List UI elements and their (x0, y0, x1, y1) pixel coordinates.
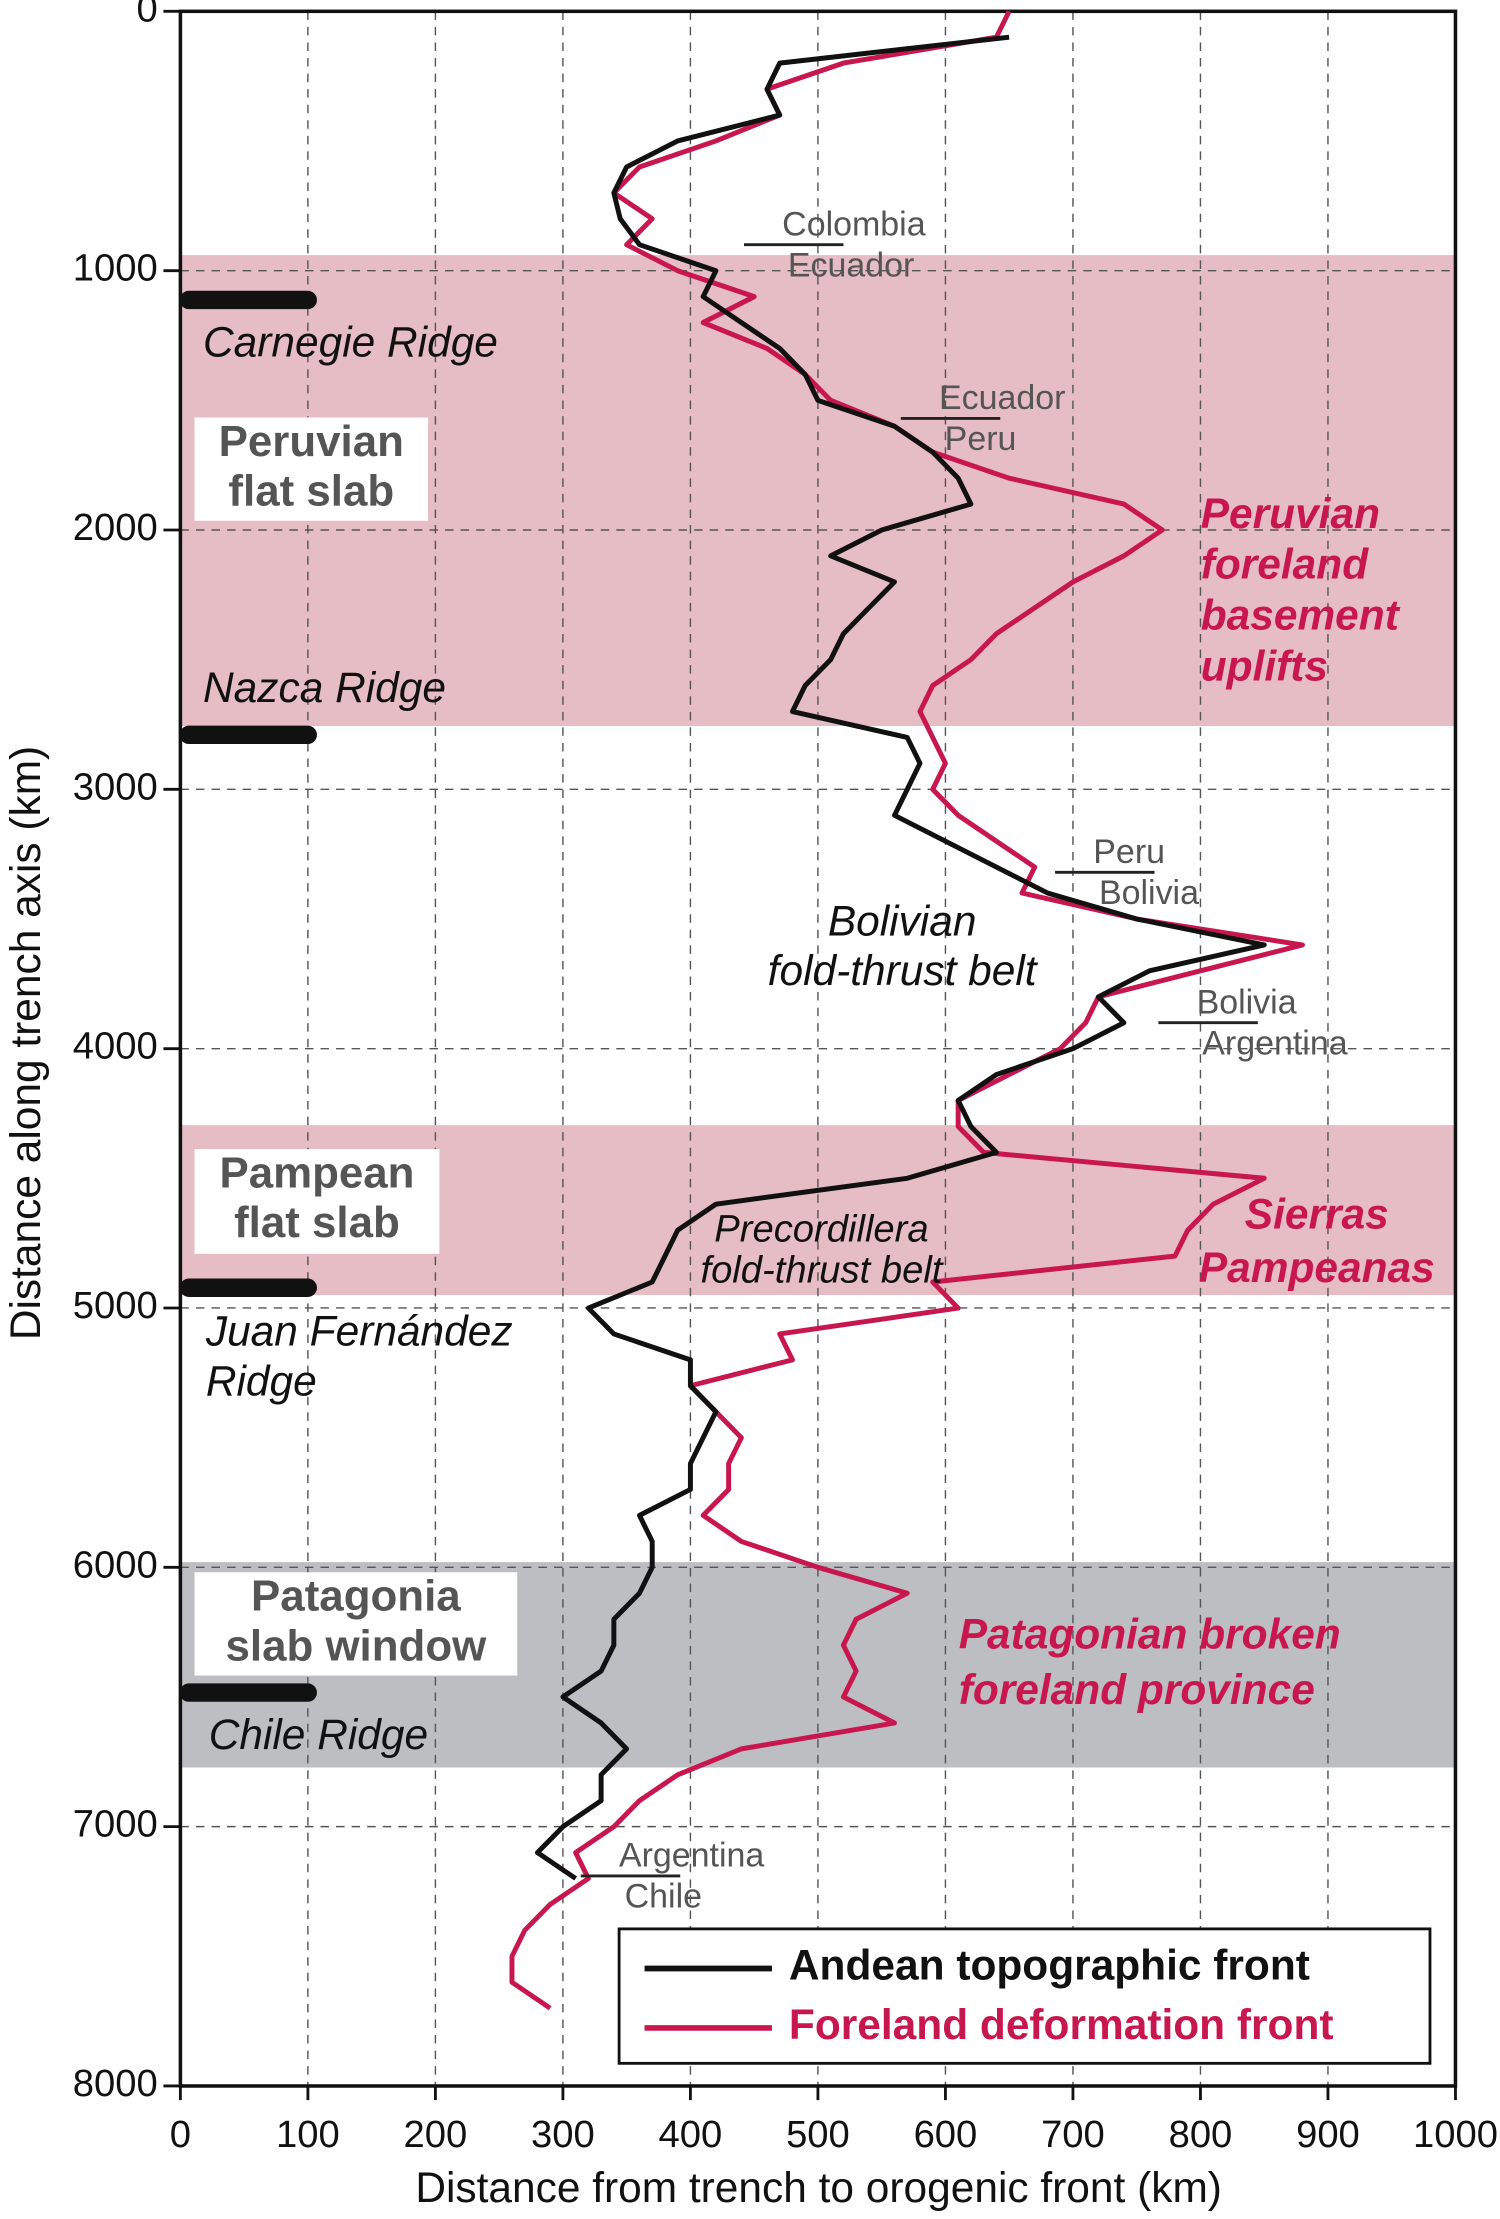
x-tick-label: 200 (404, 2113, 468, 2156)
border-south: Bolivia (1099, 874, 1199, 912)
x-tick-label: 600 (914, 2113, 978, 2156)
border-south: Argentina (1202, 1024, 1347, 1062)
x-tick-label: 800 (1169, 2113, 1233, 2156)
x-axis-title: Distance from trench to orogenic front (… (415, 2164, 1222, 2211)
ridge-label: Chile Ridge (209, 1711, 428, 1758)
x-tick-label: 1000 (1413, 2113, 1498, 2156)
band-label-box (194, 1149, 440, 1254)
ridge-label: Carnegie Ridge (203, 319, 498, 366)
border-north: Peru (1093, 833, 1165, 871)
y-tick-label: 6000 (73, 1543, 158, 1586)
x-tick-label: 0 (170, 2113, 191, 2156)
legend-box (617, 1927, 1432, 2065)
annotation: uplifts (1201, 643, 1328, 690)
y-tick-label: 4000 (73, 1025, 158, 1068)
y-tick-label: 2000 (73, 506, 158, 549)
band-label: flat slab (228, 466, 394, 515)
x-tick-label: 500 (786, 2113, 850, 2156)
annotation: fold-thrust belt (700, 1248, 943, 1291)
x-tick-label: 900 (1296, 2113, 1360, 2156)
border-south: Ecuador (788, 246, 914, 284)
annotation: Bolivian (828, 897, 977, 944)
series-line (509, 10, 1305, 2011)
x-tick-label: 100 (276, 2113, 340, 2156)
border-north: Bolivia (1197, 983, 1297, 1021)
ridge-label: Juan Fernández (205, 1308, 513, 1355)
legend-label: Andean topographic front (789, 1942, 1310, 1989)
annotation: Peruvian (1201, 490, 1380, 537)
series-line (534, 34, 1267, 1881)
border-north: Argentina (619, 1836, 764, 1874)
band-label: flat slab (234, 1198, 400, 1247)
band-label: Peruvian (219, 417, 404, 466)
border-south: Chile (625, 1878, 702, 1916)
annotation: foreland province (959, 1666, 1315, 1713)
x-tick-label: 700 (1041, 2113, 1105, 2156)
band-label: Pampean (219, 1149, 414, 1198)
annotation: foreland (1201, 541, 1369, 588)
y-axis-title: Distance along trench axis (km) (2, 746, 49, 1340)
y-tick-label: 8000 (73, 2062, 158, 2105)
annotation: Sierras (1245, 1190, 1389, 1237)
ridge-label: Ridge (206, 1357, 317, 1404)
y-tick-label: 3000 (73, 765, 158, 808)
ridge-label: Nazca Ridge (203, 664, 446, 711)
annotation: fold-thrust belt (768, 947, 1039, 994)
x-tick-label: 400 (659, 2113, 723, 2156)
band-label: slab window (225, 1621, 487, 1670)
legend-label: Foreland deformation front (789, 2001, 1334, 2048)
y-tick-label: 1000 (73, 247, 158, 290)
annotation: Patagonian broken (959, 1611, 1341, 1658)
x-tick-label: 300 (531, 2113, 595, 2156)
band-label: Patagonia (251, 1572, 461, 1621)
annotation: basement (1201, 592, 1401, 639)
border-south: Peru (945, 420, 1017, 458)
border-north: Colombia (782, 205, 926, 243)
y-tick-label: 5000 (73, 1284, 158, 1327)
annotation: Precordillera (714, 1207, 928, 1250)
annotation: Pampeanas (1199, 1244, 1435, 1291)
band-label-box (194, 1572, 518, 1676)
plot-frame (178, 9, 1458, 2088)
y-tick-label: 7000 (73, 1803, 158, 1846)
border-north: Ecuador (939, 379, 1065, 417)
band-label-box (194, 417, 429, 521)
y-tick-label: 0 (136, 0, 157, 30)
